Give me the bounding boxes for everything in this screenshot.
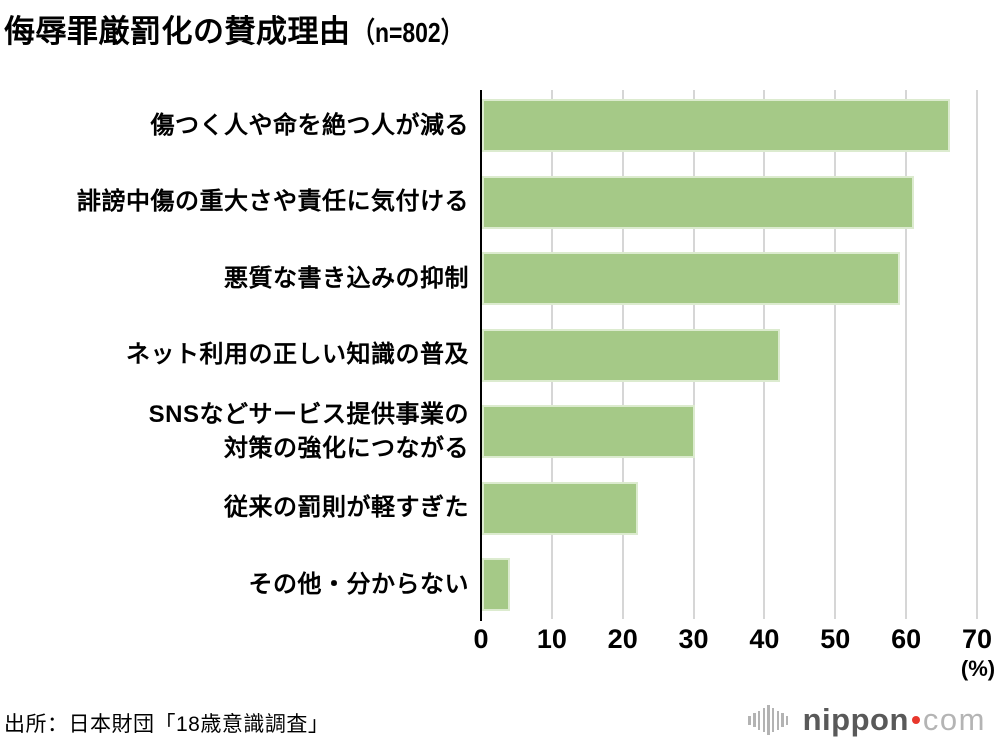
x-tick-label: 30	[678, 624, 709, 654]
soundwave-bars-icon	[748, 705, 790, 735]
nippon-com-logo: nippon com	[748, 702, 986, 738]
x-tick-label: 70	[961, 624, 993, 654]
x-tick-label: 20	[607, 624, 638, 654]
category-labels: 傷つく人や命を絶つ人が減る誹謗中傷の重大さや責任に気付ける悪質な書き込みの抑制ネ…	[0, 90, 469, 619]
logo-red-dot-icon	[911, 715, 920, 724]
sample-size-label: （n=802）	[351, 17, 464, 48]
gridline	[834, 90, 837, 619]
bar	[482, 99, 950, 152]
x-tick-label: 0	[473, 624, 489, 654]
bar	[482, 481, 638, 535]
category-label: 従来の罰則が軽すぎた	[224, 493, 469, 521]
x-tick-label: 50	[820, 624, 851, 654]
bar	[482, 252, 901, 305]
bar	[482, 405, 695, 458]
bar	[482, 328, 780, 382]
bar	[482, 175, 915, 229]
category-label: その他・分からない	[248, 570, 469, 598]
x-tick-label: 40	[749, 624, 780, 654]
x-tick-label: 10	[536, 624, 567, 654]
gridline	[905, 90, 908, 619]
category-label: SNSなどサービス提供事業の 対策の強化につながる	[148, 400, 469, 462]
y-axis-line	[480, 90, 482, 621]
chart-title-text: 侮辱罪厳罰化の賛成理由	[4, 14, 351, 49]
category-label: 誹謗中傷の重大さや責任に気付ける	[77, 187, 469, 215]
page-title: 侮辱罪厳罰化の賛成理由（n=802）	[4, 6, 488, 51]
x-axis-ticks: 0 10 20 30 40 50 60 70	[473, 624, 992, 656]
gridline	[976, 90, 978, 619]
category-label: 傷つく人や命を絶つ人が減る	[150, 111, 469, 139]
bar	[482, 558, 511, 611]
x-axis-unit-label: (%)	[960, 656, 996, 681]
logo-tld: com	[922, 702, 986, 737]
logo-wordmark: nippon	[802, 702, 909, 737]
source-note: 出所：日本財団「18歳意識調査」	[4, 713, 330, 736]
x-tick-label: 60	[891, 624, 922, 654]
plot-area: 0 10 20 30 40 50 60 70 (%)	[473, 90, 995, 681]
category-label: 悪質な書き込みの抑制	[224, 264, 469, 292]
category-label: ネット利用の正しい知識の普及	[126, 340, 469, 368]
